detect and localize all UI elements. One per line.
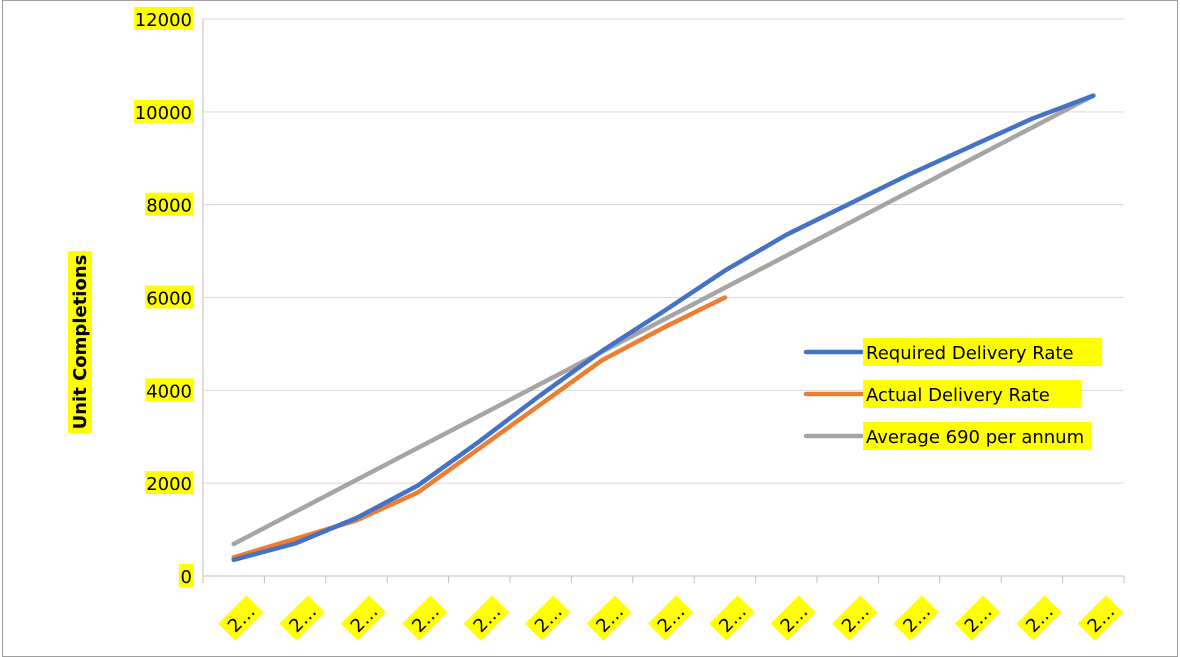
legend: Required Delivery Rate Actual Delivery Ra… (803, 338, 1103, 450)
y-tick-label-0: 0 (181, 567, 192, 588)
x-tick-highlight-11 (893, 595, 939, 641)
y-tick-label-1: 2000 (146, 474, 192, 495)
y-tick-highlight-6 (134, 7, 194, 30)
y-tick-highlight-0 (178, 564, 194, 587)
legend-label-0: Required Delivery Rate (866, 343, 1074, 364)
y-axis-label-highlight (68, 251, 92, 433)
y-axis-label: Unit Completions (70, 255, 91, 430)
x-tick-highlight-3 (402, 595, 448, 641)
x-tick-highlight-4 (463, 595, 509, 641)
legend-label-1: Actual Delivery Rate (866, 385, 1050, 406)
x-tick-2: 2… (340, 595, 387, 641)
y-axis-label-group: Unit Completions (68, 251, 92, 433)
y-tick-highlight-3 (145, 285, 194, 309)
x-tick-highlight-9 (770, 595, 816, 641)
y-tick-label-5: 10000 (135, 103, 192, 124)
x-tick-highlight-1 (279, 595, 325, 641)
y-tick-label-6: 12000 (135, 10, 192, 31)
x-tick-highlight-8 (709, 595, 755, 641)
series-line-0 (231, 93, 1096, 563)
x-tick-highlight-10 (832, 595, 878, 641)
gridlines (203, 18, 1124, 484)
y-tick-highlight-4 (145, 192, 194, 216)
legend-highlight-1 (863, 380, 1081, 408)
y-tick-highlight-5 (134, 99, 194, 123)
y-tick-label-4: 8000 (146, 196, 192, 217)
x-tick-highlight-2 (340, 595, 387, 641)
x-tick-highlight-14 (1077, 595, 1123, 641)
y-tick-highlight-2 (145, 378, 194, 402)
y-tick-label-2: 4000 (146, 381, 192, 402)
x-tick-highlight-5 (525, 595, 571, 641)
y-tick-highlight-1 (145, 471, 194, 495)
legend-highlight-0 (863, 338, 1103, 366)
axes (202, 19, 1125, 583)
series-lines (231, 93, 1096, 563)
x-tick-highlight-7 (647, 595, 694, 641)
y-tick-labels: 0 2000 4000 6000 8000 10000 12000 (134, 7, 194, 588)
x-tick-highlight-0 (218, 595, 264, 641)
x-tick-highlight-12 (954, 595, 1001, 641)
series-line-2 (231, 93, 1096, 547)
legend-label-2: Average 690 per annum (866, 427, 1084, 448)
x-tick-highlight-6 (586, 595, 632, 641)
legend-highlight-2 (863, 422, 1092, 450)
y-tick-label-3: 6000 (146, 289, 192, 310)
x-tick-highlight-13 (1016, 595, 1062, 641)
